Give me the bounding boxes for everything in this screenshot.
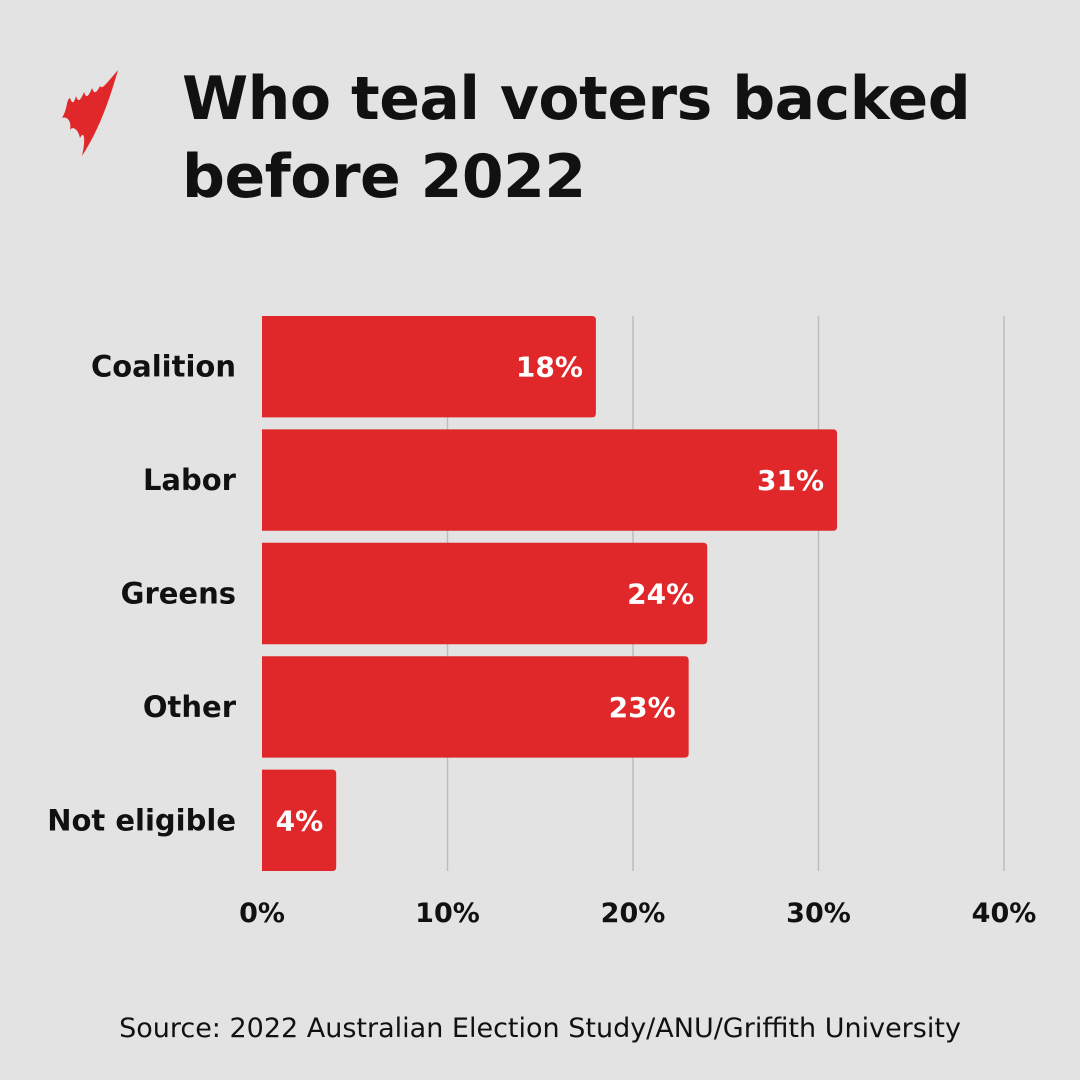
x-tick-label: 20% <box>601 898 666 929</box>
data-label: 18% <box>516 351 583 384</box>
category-label: Labor <box>143 463 237 497</box>
x-tick-label: 30% <box>786 898 851 929</box>
x-tick-label: 10% <box>415 898 480 929</box>
bar <box>262 316 596 418</box>
bar <box>262 429 838 531</box>
category-label: Not eligible <box>47 803 236 837</box>
data-label: 23% <box>609 691 676 724</box>
category-label: Coalition <box>91 350 236 384</box>
category-label: Other <box>143 690 237 724</box>
bar <box>262 542 708 645</box>
x-tick-label: 0% <box>239 898 285 929</box>
category-label: Greens <box>121 577 236 611</box>
data-label: 24% <box>627 578 694 611</box>
x-tick-label: 40% <box>972 898 1037 929</box>
source-note: Source: 2022 Australian Election Study/A… <box>119 1013 961 1044</box>
sbs-logo-icon <box>62 70 118 156</box>
chart-title: Who teal voters backed before 2022 <box>182 64 971 212</box>
data-label: 31% <box>757 464 824 497</box>
data-label: 4% <box>276 804 324 837</box>
bar <box>262 656 689 758</box>
bar <box>262 769 337 871</box>
